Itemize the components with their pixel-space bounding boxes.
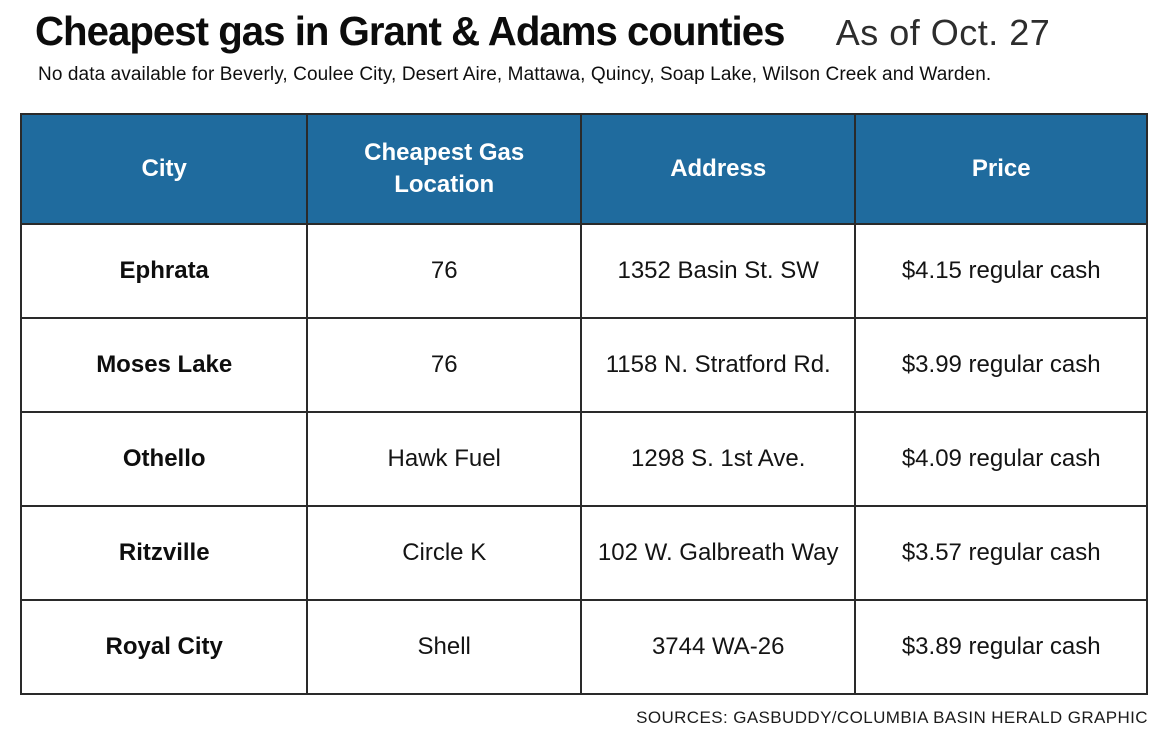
cell-location: Shell — [306, 599, 582, 695]
page-title: Cheapest gas in Grant & Adams counties — [35, 8, 785, 54]
column-header-city: City — [19, 113, 309, 225]
cell-city: Ephrata — [19, 223, 309, 319]
no-data-note: No data available for Beverly, Coulee Ci… — [38, 64, 992, 85]
table-row: Ritzville Circle K 102 W. Galbreath Way … — [19, 505, 1148, 601]
column-header-location: Cheapest Gas Location — [306, 113, 582, 225]
cell-address: 1352 Basin St. SW — [579, 223, 857, 319]
as-of-date: As of Oct. 27 — [835, 12, 1051, 53]
cell-city: Ritzville — [19, 505, 309, 601]
cell-price: $4.15 regular cash — [854, 223, 1148, 319]
cell-city: Othello — [19, 411, 309, 507]
cell-location: 76 — [306, 317, 582, 413]
cell-price: $3.89 regular cash — [854, 599, 1148, 695]
cell-location: Circle K — [306, 505, 582, 601]
cell-address: 1158 N. Stratford Rd. — [579, 317, 857, 413]
cell-city: Royal City — [19, 599, 309, 695]
cell-location: Hawk Fuel — [306, 411, 582, 507]
masthead: Cheapest gas in Grant & Adams counties A… — [0, 0, 1170, 55]
cell-city: Moses Lake — [19, 317, 309, 413]
column-header-address: Address — [579, 113, 857, 225]
cell-price: $3.99 regular cash — [854, 317, 1148, 413]
table-header: City Cheapest Gas Location Address Price — [19, 113, 1148, 225]
gas-price-table: City Cheapest Gas Location Address Price… — [19, 113, 1148, 695]
cell-price: $4.09 regular cash — [854, 411, 1148, 507]
cell-location: 76 — [306, 223, 582, 319]
cell-price: $3.57 regular cash — [854, 505, 1148, 601]
table-row: Moses Lake 76 1158 N. Stratford Rd. $3.9… — [19, 317, 1148, 413]
column-header-price: Price — [854, 113, 1148, 225]
cell-address: 1298 S. 1st Ave. — [579, 411, 857, 507]
table-body: Ephrata 76 1352 Basin St. SW $4.15 regul… — [19, 223, 1148, 695]
source-credit: SOURCES: GASBUDDY/COLUMBIA BASIN HERALD … — [636, 708, 1148, 727]
table-row: Ephrata 76 1352 Basin St. SW $4.15 regul… — [19, 223, 1148, 319]
cell-address: 3744 WA-26 — [579, 599, 857, 695]
table-row: Othello Hawk Fuel 1298 S. 1st Ave. $4.09… — [19, 411, 1148, 507]
header-row: City Cheapest Gas Location Address Price — [19, 113, 1148, 225]
table-row: Royal City Shell 3744 WA-26 $3.89 regula… — [19, 599, 1148, 695]
cell-address: 102 W. Galbreath Way — [579, 505, 857, 601]
